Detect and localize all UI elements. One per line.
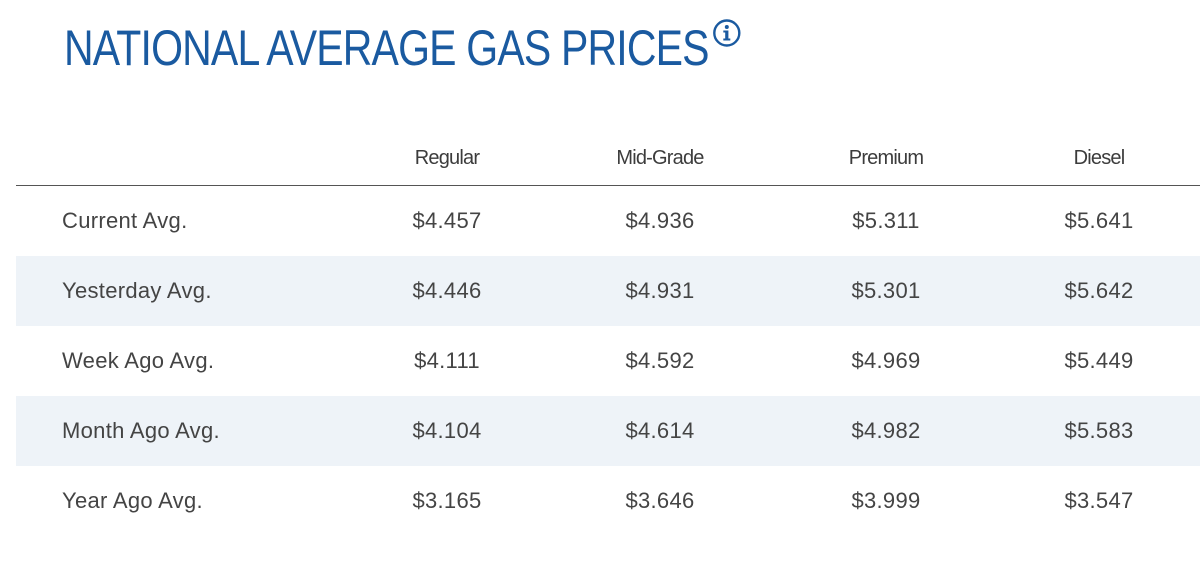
column-header-mid-grade: Mid-Grade bbox=[546, 132, 774, 186]
price-regular: $3.165 bbox=[412, 488, 482, 513]
price-regular: $4.111 bbox=[414, 348, 480, 373]
table-row-month-ago: Month Ago Avg. $4.104 $4.614 $4.982 $5.5… bbox=[16, 396, 1200, 466]
price-regular: $4.446 bbox=[348, 256, 546, 326]
column-header-premium: Premium bbox=[774, 132, 998, 186]
price-premium: $4.982 bbox=[774, 396, 998, 466]
price-diesel: $5.641 bbox=[1064, 208, 1134, 233]
header-empty-cell bbox=[16, 132, 348, 186]
price-regular: $4.104 bbox=[348, 396, 546, 466]
row-label: Current Avg. bbox=[62, 208, 188, 233]
table-row-current: Current Avg. $4.457 $4.936 $5.311 $5.641 bbox=[16, 186, 1200, 257]
row-label: Year Ago Avg. bbox=[62, 488, 203, 513]
info-circle-icon[interactable] bbox=[712, 18, 742, 48]
row-label: Week Ago Avg. bbox=[62, 348, 215, 373]
table-row-week-ago: Week Ago Avg. $4.111 $4.592 $4.969 $5.44… bbox=[16, 326, 1200, 396]
table-header-row: Regular Mid-Grade Premium Diesel bbox=[16, 132, 1200, 186]
price-mid-grade: $4.936 bbox=[625, 208, 695, 233]
price-diesel: $5.642 bbox=[998, 256, 1200, 326]
table-row-year-ago: Year Ago Avg. $3.165 $3.646 $3.999 $3.54… bbox=[16, 466, 1200, 536]
row-label: Yesterday Avg. bbox=[16, 256, 348, 326]
price-premium: $4.969 bbox=[851, 348, 921, 373]
price-diesel: $3.547 bbox=[1064, 488, 1134, 513]
price-regular: $4.457 bbox=[412, 208, 482, 233]
page-title-text: NATIONAL AVERAGE GAS PRICES bbox=[64, 20, 709, 76]
column-header-diesel: Diesel bbox=[998, 132, 1200, 186]
price-mid-grade: $3.646 bbox=[625, 488, 695, 513]
page-title: NATIONAL AVERAGE GAS PRICES bbox=[64, 18, 741, 78]
price-diesel: $5.583 bbox=[998, 396, 1200, 466]
row-label: Month Ago Avg. bbox=[16, 396, 348, 466]
table-row-yesterday: Yesterday Avg. $4.446 $4.931 $5.301 $5.6… bbox=[16, 256, 1200, 326]
price-mid-grade: $4.614 bbox=[546, 396, 774, 466]
price-mid-grade: $4.931 bbox=[546, 256, 774, 326]
price-premium: $5.311 bbox=[852, 208, 920, 233]
price-premium: $3.999 bbox=[851, 488, 921, 513]
gas-prices-table: Regular Mid-Grade Premium Diesel Current… bbox=[16, 132, 1200, 536]
price-diesel: $5.449 bbox=[1064, 348, 1134, 373]
price-premium: $5.301 bbox=[774, 256, 998, 326]
column-header-regular: Regular bbox=[348, 132, 546, 186]
price-mid-grade: $4.592 bbox=[625, 348, 695, 373]
